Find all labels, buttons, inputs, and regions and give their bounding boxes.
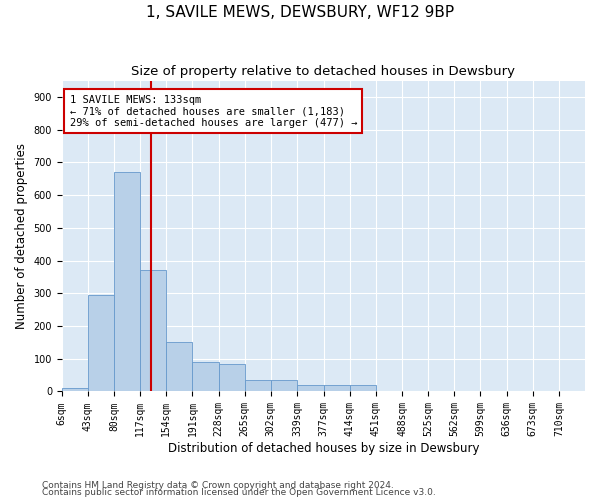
Bar <box>271 380 297 392</box>
Bar <box>350 385 376 392</box>
Bar <box>88 295 114 392</box>
X-axis label: Distribution of detached houses by size in Dewsbury: Distribution of detached houses by size … <box>167 442 479 455</box>
Bar <box>62 388 88 392</box>
Text: 1 SAVILE MEWS: 133sqm
← 71% of detached houses are smaller (1,183)
29% of semi-d: 1 SAVILE MEWS: 133sqm ← 71% of detached … <box>70 94 357 128</box>
Bar <box>140 270 166 392</box>
Text: Contains public sector information licensed under the Open Government Licence v3: Contains public sector information licen… <box>42 488 436 497</box>
Y-axis label: Number of detached properties: Number of detached properties <box>15 143 28 329</box>
Text: 1, SAVILE MEWS, DEWSBURY, WF12 9BP: 1, SAVILE MEWS, DEWSBURY, WF12 9BP <box>146 5 454 20</box>
Bar <box>114 172 140 392</box>
Text: Contains HM Land Registry data © Crown copyright and database right 2024.: Contains HM Land Registry data © Crown c… <box>42 480 394 490</box>
Bar <box>297 385 324 392</box>
Bar <box>193 362 218 392</box>
Bar <box>245 380 271 392</box>
Bar <box>324 385 350 392</box>
Bar <box>166 342 193 392</box>
Title: Size of property relative to detached houses in Dewsbury: Size of property relative to detached ho… <box>131 65 515 78</box>
Bar <box>218 364 245 392</box>
